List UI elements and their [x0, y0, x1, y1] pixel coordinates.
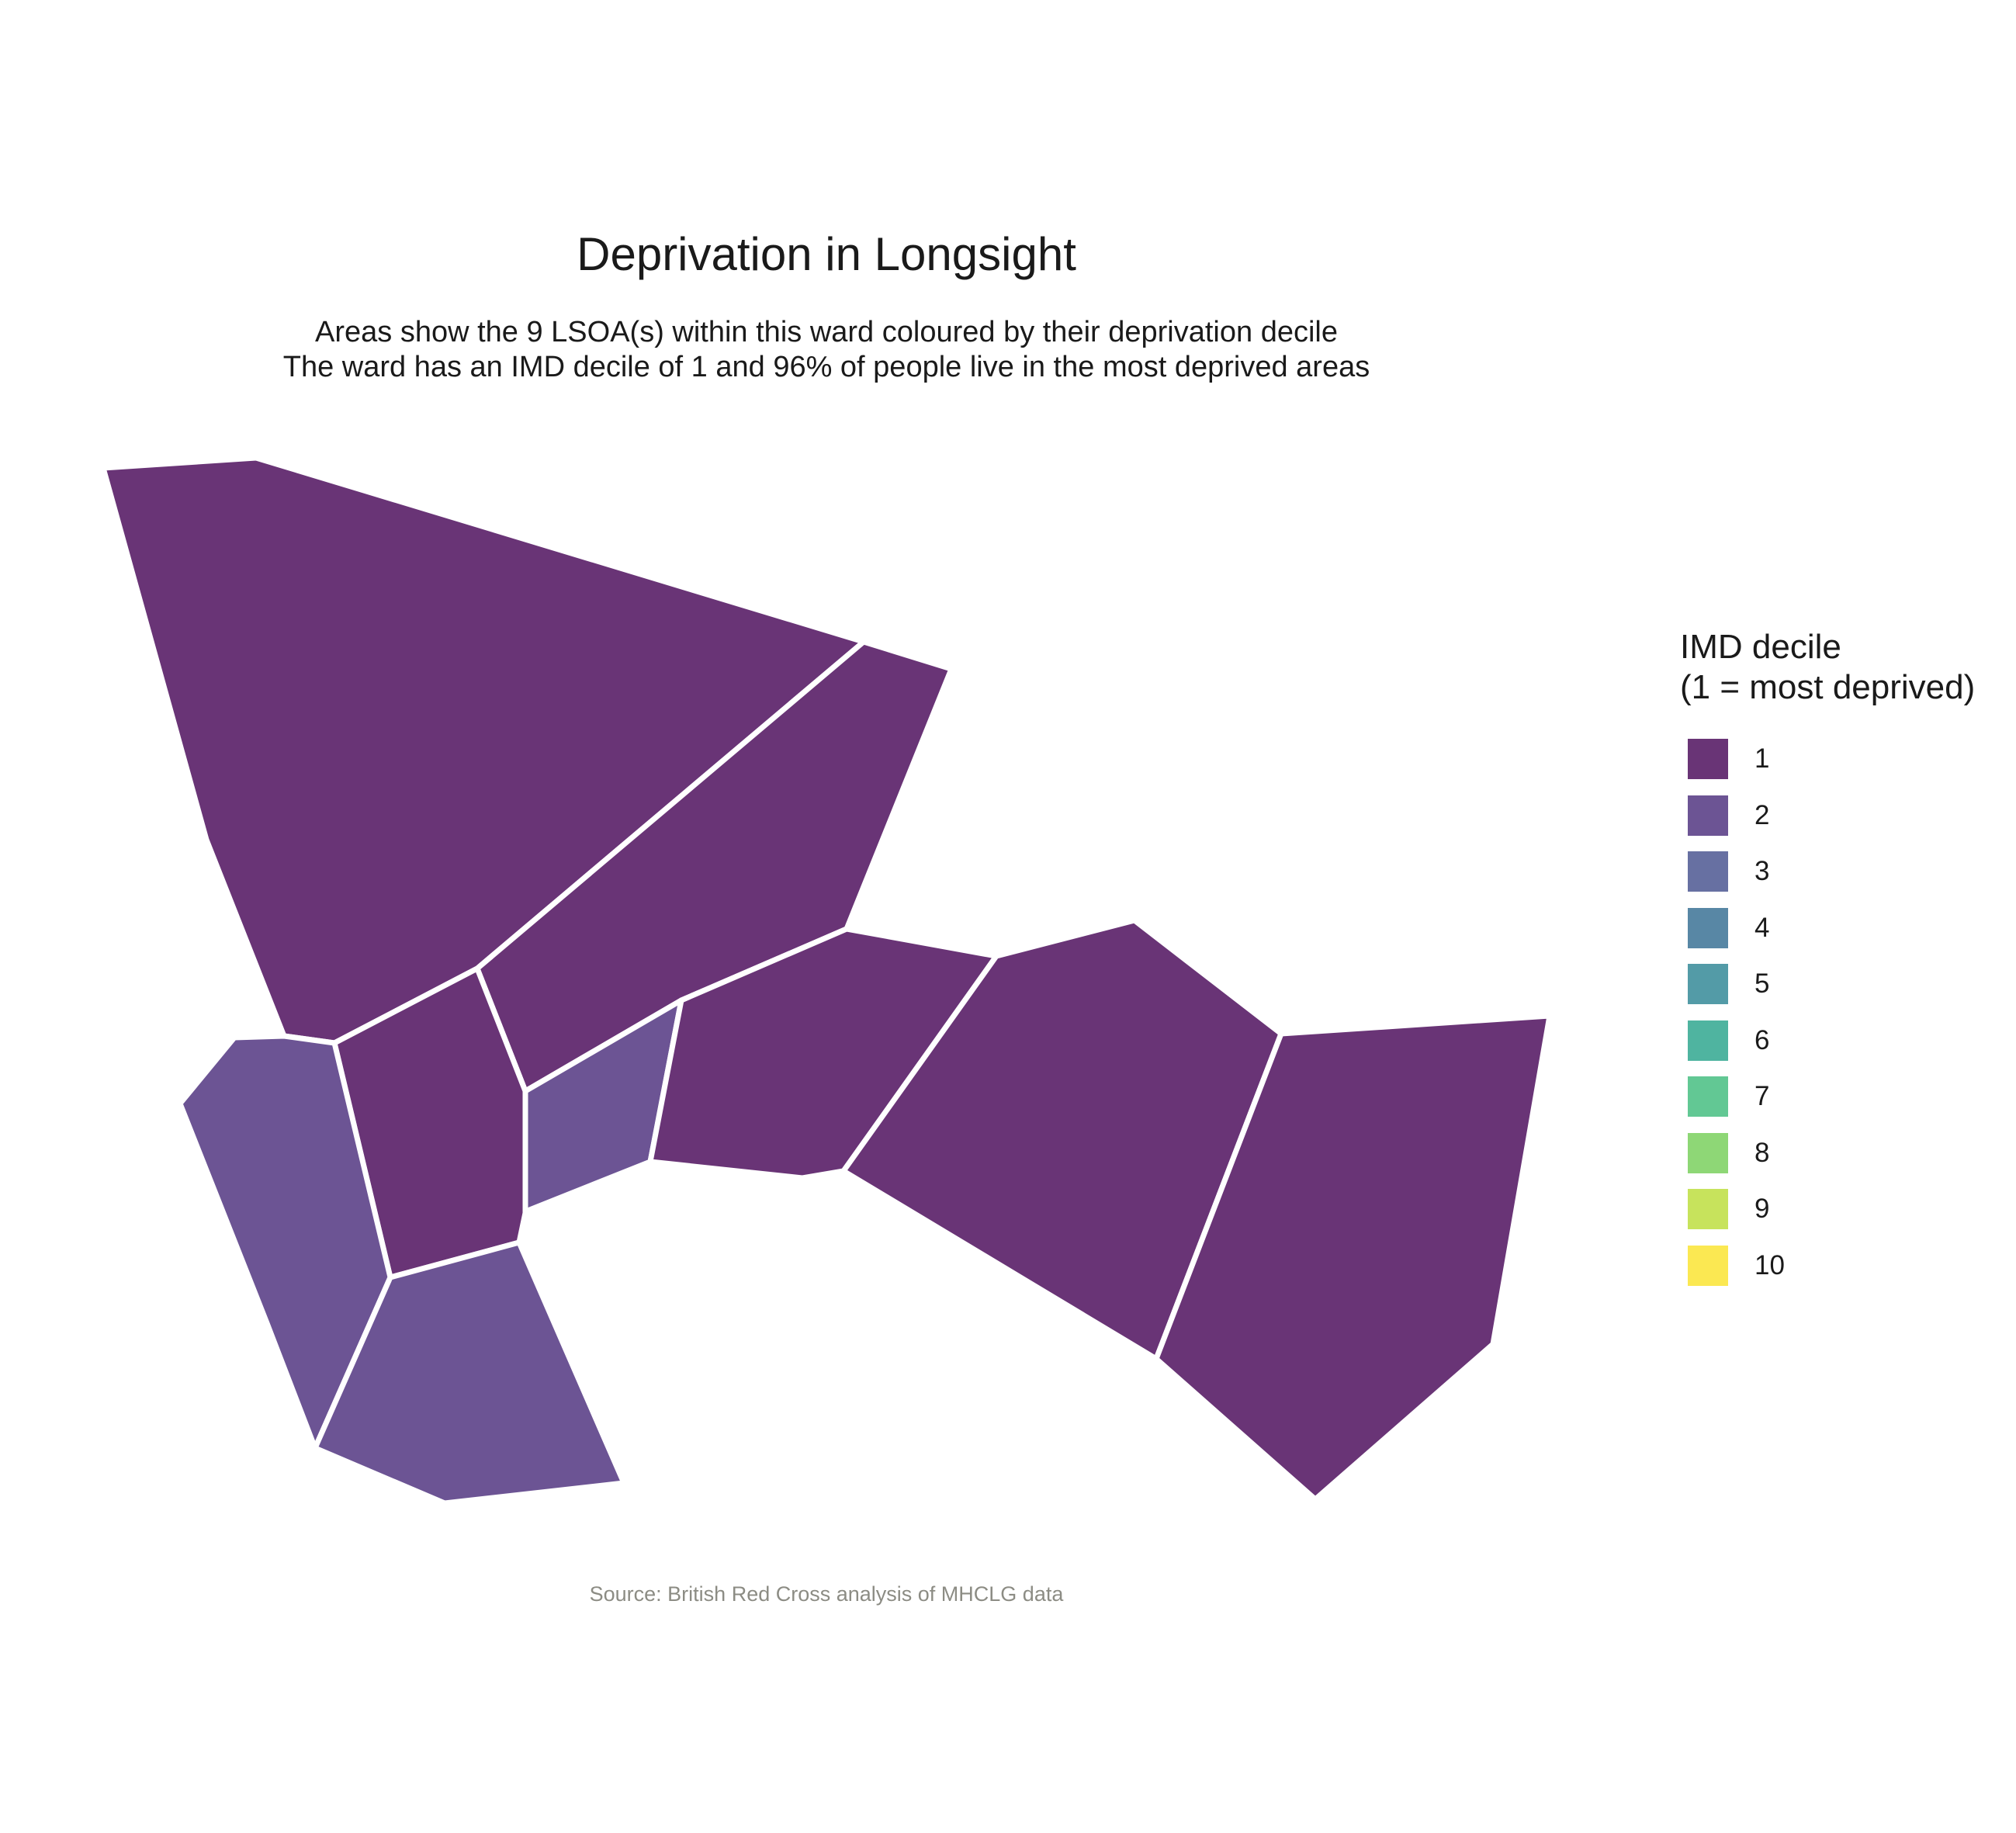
map-subtitle-line-1: Areas show the 9 LSOA(s) within this war…	[315, 316, 1338, 348]
legend-swatch	[1688, 1245, 1728, 1286]
legend-swatch	[1688, 964, 1728, 1005]
legend: IMD decile (1 = most deprived) 1 2 3 4 5…	[1680, 627, 2006, 1294]
lsoa-area-west	[177, 1033, 393, 1451]
legend-items: 1 2 3 4 5 6 7 8 9 10	[1680, 731, 2006, 1294]
legend-label: 9	[1754, 1194, 1770, 1225]
legend-swatch	[1688, 1020, 1728, 1061]
legend-label: 4	[1754, 912, 1770, 943]
legend-item: 4	[1680, 900, 2006, 957]
legend-label: 8	[1754, 1137, 1770, 1168]
legend-title-line-1: IMD decile	[1680, 628, 1841, 666]
legend-label: 2	[1754, 799, 1770, 830]
legend-swatch	[1688, 851, 1728, 892]
legend-label: 5	[1754, 968, 1770, 1000]
legend-swatch	[1688, 1132, 1728, 1173]
legend-item: 5	[1680, 956, 2006, 1013]
legend-label: 3	[1754, 856, 1770, 887]
lsoa-area-south	[312, 1239, 627, 1506]
legend-item: 3	[1680, 844, 2006, 900]
legend-swatch	[1688, 739, 1728, 780]
map-title: Deprivation in Longsight	[577, 228, 1076, 280]
legend-item: 2	[1680, 788, 2006, 844]
legend-item: 8	[1680, 1125, 2006, 1182]
legend-title-line-2: (1 = most deprived)	[1680, 668, 1976, 706]
legend-label: 10	[1754, 1249, 1785, 1280]
legend-item: 1	[1680, 731, 2006, 788]
lsoa-area-small-centre	[522, 997, 684, 1216]
legend-title: IMD decile (1 = most deprived)	[1680, 627, 2006, 708]
lsoa-area-far-east	[1153, 1013, 1553, 1502]
legend-label: 7	[1754, 1081, 1770, 1112]
legend-swatch	[1688, 795, 1728, 836]
legend-item: 6	[1680, 1013, 2006, 1069]
legend-item: 10	[1680, 1238, 2006, 1294]
legend-item: 9	[1680, 1181, 2006, 1238]
legend-item: 7	[1680, 1069, 2006, 1125]
legend-swatch	[1688, 907, 1728, 948]
legend-label: 6	[1754, 1024, 1770, 1055]
map-subtitle-line-2: The ward has an IMD decile of 1 and 96% …	[282, 351, 1370, 383]
legend-swatch	[1688, 1076, 1728, 1117]
legend-label: 1	[1754, 743, 1770, 774]
legend-swatch	[1688, 1189, 1728, 1230]
source-caption: Source: British Red Cross analysis of MH…	[589, 1582, 1064, 1606]
